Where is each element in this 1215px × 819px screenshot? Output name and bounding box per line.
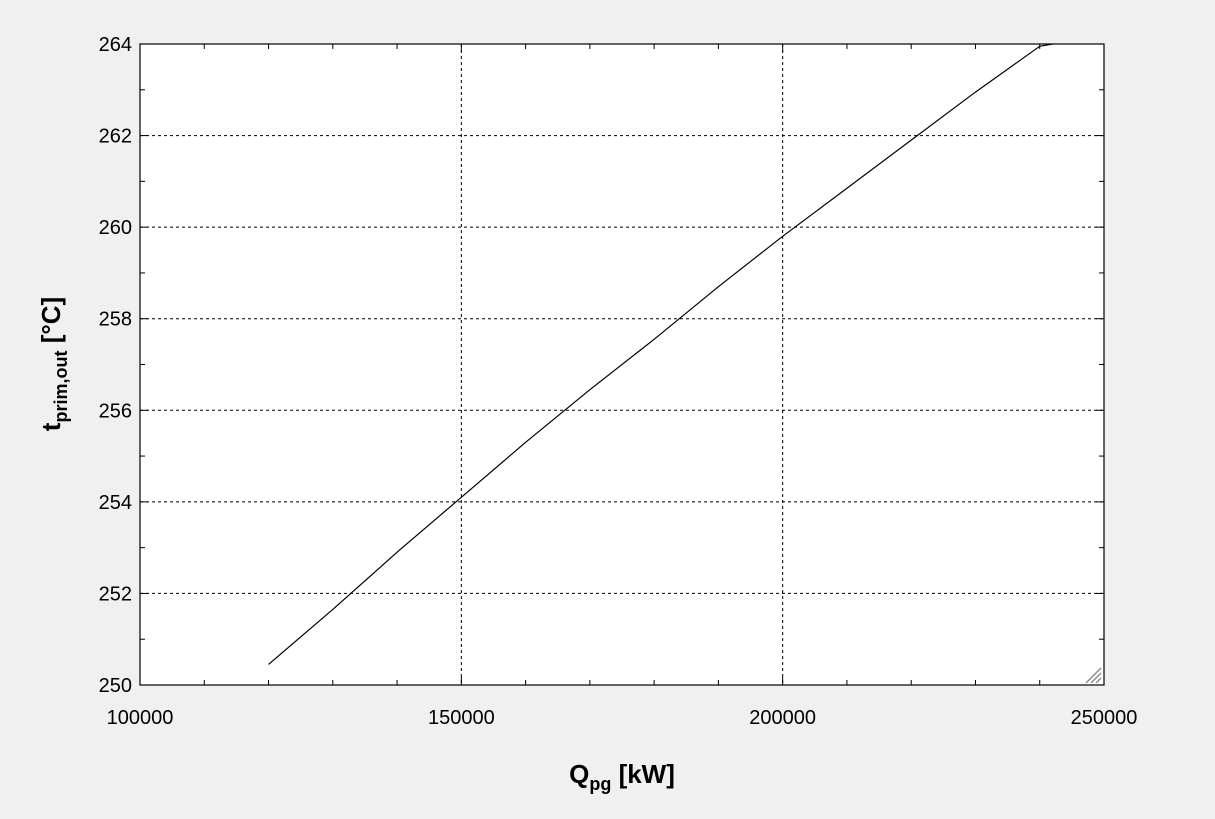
y-tick-label: 254 — [99, 492, 132, 514]
x-tick-labels: 100000 150000 200000 250000 — [107, 707, 1138, 729]
y-tick-labels: 250 252 254 256 258 260 262 264 — [99, 34, 132, 697]
y-tick-label: 256 — [99, 400, 132, 422]
y-tick-label: 264 — [99, 34, 132, 56]
x-tick-label: 150000 — [428, 707, 495, 729]
y-axis-title: tprim,out [°C] — [36, 297, 71, 431]
series-layer — [268, 43, 1053, 665]
series-line — [268, 43, 1053, 665]
y-tick-label: 262 — [99, 126, 132, 148]
x-tick-label: 100000 — [107, 707, 174, 729]
y-tick-label: 252 — [99, 583, 132, 605]
y-tick-label: 260 — [99, 217, 132, 239]
resize-grip-icon[interactable] — [1085, 667, 1102, 684]
y-tick-label: 250 — [99, 675, 132, 697]
x-tick-label: 250000 — [1071, 707, 1138, 729]
y-tick-label: 258 — [99, 309, 132, 331]
grid — [140, 44, 1104, 685]
x-tick-label: 200000 — [749, 707, 816, 729]
plot-frame — [139, 43, 1105, 686]
x-axis-title: Qpg [kW] — [569, 759, 675, 794]
